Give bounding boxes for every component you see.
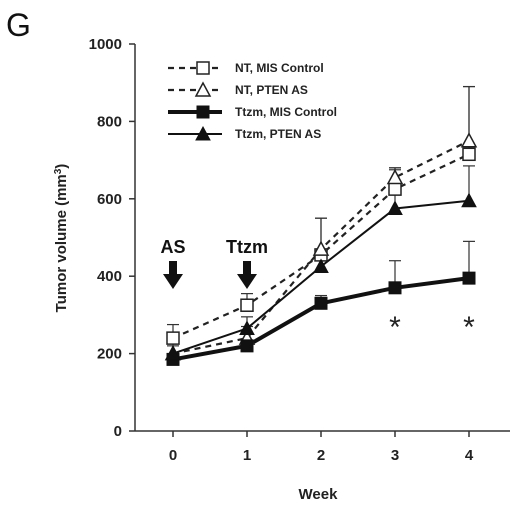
series-3-point <box>239 320 255 335</box>
y-tick-label: 400 <box>97 268 122 285</box>
series-3-point <box>165 345 181 361</box>
y-axis-title-superscript: 3 <box>53 168 64 174</box>
y-tick-label: 200 <box>97 346 122 363</box>
significance-star: * <box>389 311 401 344</box>
series-0-point <box>166 331 180 345</box>
legend-swatch-marker <box>195 125 211 141</box>
series-3-point <box>313 258 329 274</box>
x-ticks: 0 1 2 3 4 <box>169 431 474 464</box>
series-0-point <box>462 147 476 162</box>
legend-label: Ttzm, PTEN AS <box>235 127 321 141</box>
legend-label: Ttzm, MIS Control <box>235 105 337 119</box>
down-arrow-icon <box>237 260 257 289</box>
y-tick-label: 600 <box>97 191 122 208</box>
series-3-point <box>461 192 477 208</box>
y-axis-title-main: Tumor volume (mm <box>53 174 70 312</box>
y-axis-title: Tumor volume (mm3) <box>53 164 71 313</box>
legend-swatch-marker <box>194 81 212 97</box>
x-tick-label: 2 <box>317 447 325 464</box>
x-tick-label: 4 <box>465 447 474 464</box>
significance-star: * <box>463 311 475 344</box>
y-tick-label: 0 <box>114 423 122 440</box>
x-tick-label: 3 <box>391 447 399 464</box>
series-0-point <box>388 182 402 196</box>
y-axis-title-tail: ) <box>53 164 70 169</box>
legend: NT, MIS Control NT, PTEN AS Ttzm, MIS Cont… <box>168 61 337 141</box>
down-arrow-icon <box>163 260 183 289</box>
annotation-label: AS <box>160 237 185 257</box>
series-2-point <box>240 339 254 353</box>
legend-label: NT, MIS Control <box>235 61 324 75</box>
legend-swatch-marker <box>196 61 210 75</box>
legend-label: NT, PTEN AS <box>235 83 308 97</box>
series-2-point <box>462 271 476 285</box>
significance-marks: * * <box>389 311 475 344</box>
series-1-point <box>386 168 404 185</box>
series-1-point <box>460 132 478 148</box>
treatment-annotations: AS Ttzm <box>160 237 268 289</box>
legend-swatch-marker <box>196 105 210 119</box>
y-ticks: 0 200 400 600 800 1000 <box>89 36 135 440</box>
axes <box>134 44 510 432</box>
series-markers <box>164 132 478 366</box>
y-tick-label: 800 <box>97 113 122 130</box>
series-3-point <box>387 200 403 215</box>
x-tick-label: 1 <box>243 447 251 464</box>
y-tick-label: 1000 <box>89 36 122 53</box>
x-tick-label: 0 <box>169 447 177 464</box>
x-axis-title: Week <box>299 486 339 503</box>
series-2-point <box>314 296 328 310</box>
series-1-point <box>312 240 330 256</box>
series-0-point <box>240 298 254 312</box>
annotation-label: Ttzm <box>226 237 268 257</box>
series-2-point <box>388 281 402 295</box>
panel-label: G <box>6 7 31 43</box>
